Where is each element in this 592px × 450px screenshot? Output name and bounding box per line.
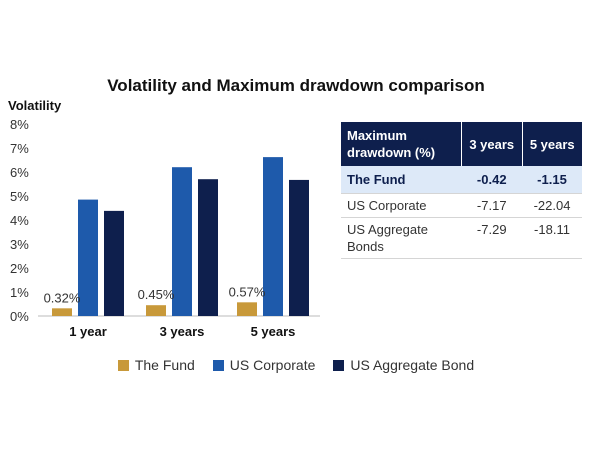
table-row: The Fund -0.42 -1.15 [341, 166, 582, 194]
y-tick-label: 5% [10, 189, 29, 204]
bar-us-aggregate-bond [198, 179, 218, 316]
y-tick-label: 1% [10, 285, 29, 300]
data-label-fund: 0.32% [44, 290, 81, 305]
row-value-5y: -22.04 [522, 193, 582, 218]
data-label-fund: 0.45% [138, 287, 175, 302]
legend-item-us-corporate: US Corporate [212, 357, 316, 373]
y-tick-label: 6% [10, 165, 29, 180]
legend-swatch-us-corporate [212, 359, 224, 371]
legend-item-us-aggregate: US Aggregate Bond [333, 357, 474, 373]
legend-label-us-corporate: US Corporate [229, 357, 316, 373]
bar-fund [237, 302, 257, 316]
table-row: US Corporate -7.17 -22.04 [341, 193, 582, 218]
table-header-label: Maximum drawdown (%) [341, 122, 462, 166]
bar-fund [52, 308, 72, 316]
row-label: US Aggregate Bonds [341, 217, 462, 259]
row-value-3y: -7.29 [461, 217, 522, 259]
bar-fund [146, 305, 166, 316]
y-tick-label: 7% [10, 141, 29, 156]
y-tick-label: 2% [10, 261, 29, 276]
legend-label-fund: The Fund [134, 357, 195, 373]
table-header-row: Maximum drawdown (%) 3 years 5 years [341, 122, 582, 166]
bar-us-corporate [172, 167, 192, 316]
y-tick-label: 0% [10, 309, 29, 324]
legend-swatch-us-aggregate [333, 359, 345, 371]
row-value-3y: -7.17 [461, 193, 522, 218]
row-label: The Fund [341, 166, 462, 194]
data-label-fund: 0.57% [229, 284, 266, 299]
y-tick-label: 3% [10, 237, 29, 252]
x-category-label: 5 years [251, 324, 296, 339]
legend-swatch-fund [117, 359, 129, 371]
volatility-bar-chart: 0% 1% 2% 3% 4% 5% 6% 7% 8% 0.32% 0.45% 0.57% 1 yea… [10, 117, 320, 339]
y-tick-label: 8% [10, 117, 29, 132]
x-category-label: 1 year [69, 324, 107, 339]
y-axis-label: Volatility [8, 98, 62, 113]
table-header-3y: 3 years [461, 122, 523, 166]
table-header-5y: 5 years [522, 122, 582, 166]
bar-us-corporate [78, 199, 98, 316]
legend-item-fund: The Fund [117, 357, 195, 373]
bar-us-aggregate-bond [289, 179, 309, 316]
x-category-label: 3 years [160, 324, 205, 339]
bar-us-corporate [263, 157, 283, 316]
row-value-5y: -1.15 [522, 166, 582, 194]
bar-us-aggregate-bond [104, 210, 124, 316]
row-value-5y: -18.11 [522, 217, 582, 259]
max-drawdown-table: Maximum drawdown (%) 3 years 5 years The… [341, 122, 582, 259]
chart-legend: The Fund US Corporate US Aggregate Bond [0, 357, 592, 373]
y-tick-label: 4% [10, 213, 29, 228]
chart-title: Volatility and Maximum drawdown comparis… [107, 76, 485, 95]
table-row: US Aggregate Bonds -7.29 -18.11 [341, 217, 582, 259]
legend-label-us-aggregate: US Aggregate Bond [350, 357, 475, 373]
row-value-3y: -0.42 [461, 166, 522, 194]
row-label: US Corporate [341, 193, 462, 218]
